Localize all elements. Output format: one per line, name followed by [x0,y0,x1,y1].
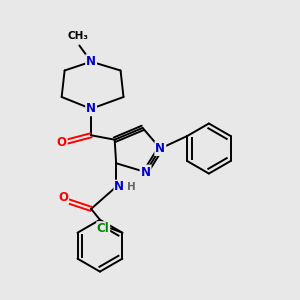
Text: Cl: Cl [97,222,110,235]
Text: O: O [57,136,67,149]
Text: N: N [141,166,151,178]
Text: CH₃: CH₃ [68,31,88,41]
Text: N: N [86,102,96,115]
Text: N: N [114,180,124,193]
Text: N: N [86,55,96,68]
Text: N: N [155,142,165,155]
Text: O: O [58,190,68,204]
Text: H: H [127,182,136,192]
